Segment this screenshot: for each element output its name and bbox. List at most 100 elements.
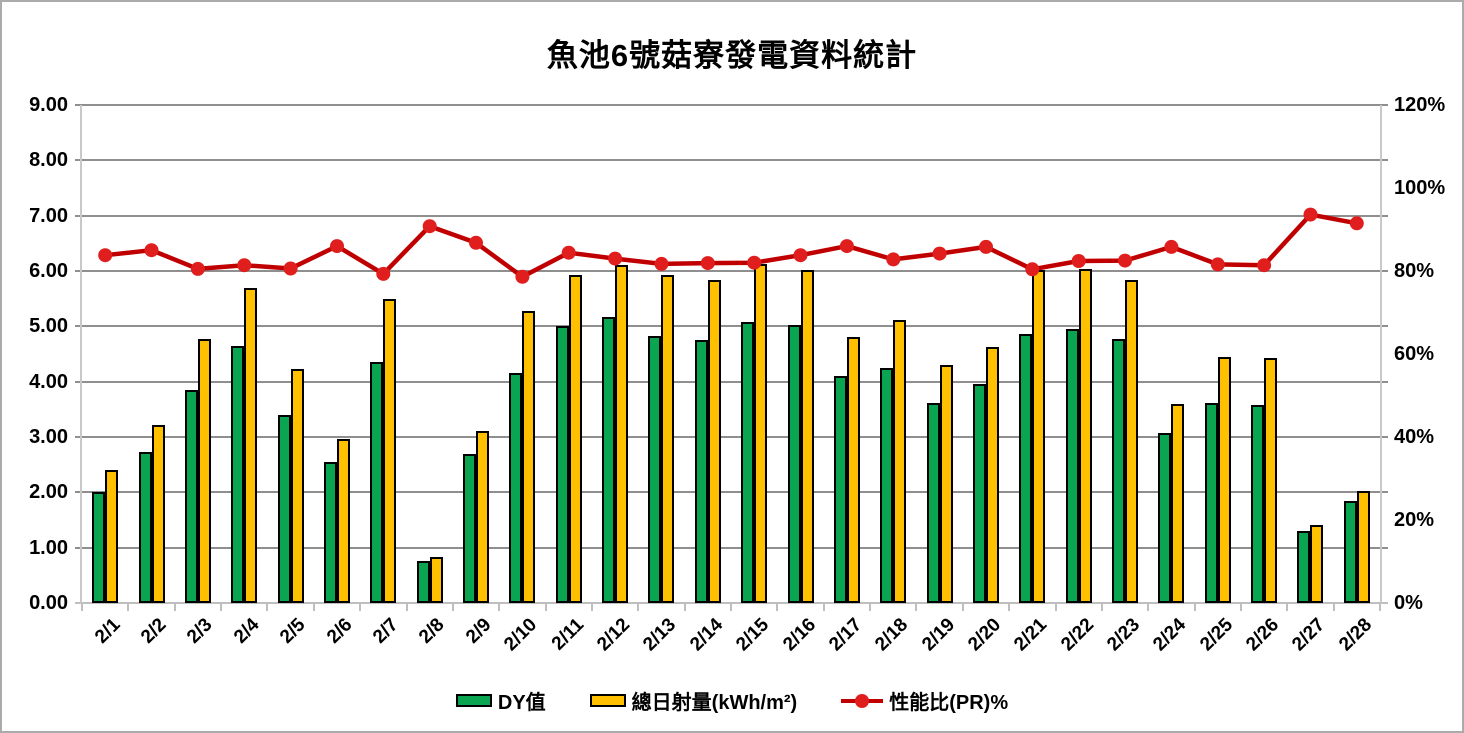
dy-bar <box>1297 531 1311 603</box>
pr-line <box>102 212 1360 280</box>
insolation-bar <box>615 265 629 603</box>
x-axis-tick <box>451 603 454 611</box>
x-axis-label: 2/7 <box>368 614 403 648</box>
right-axis-tick-label: 80% <box>1394 260 1435 282</box>
insolation-bar <box>383 299 397 603</box>
dy-bar <box>184 390 198 603</box>
pr-marker <box>886 252 901 267</box>
insolation-bar <box>846 337 860 603</box>
x-axis-tick <box>127 603 130 611</box>
right-axis-tick-label: 60% <box>1394 343 1435 365</box>
pr-marker <box>608 251 623 266</box>
right-axis-tick-label: 40% <box>1394 426 1435 448</box>
x-axis-tick <box>1239 603 1242 611</box>
pr-marker <box>1349 216 1364 231</box>
x-axis-tick <box>359 603 362 611</box>
x-axis-tick <box>544 603 547 611</box>
dy-bar <box>138 452 152 603</box>
dy-bar <box>1204 403 1218 603</box>
pr-marker <box>1303 207 1318 222</box>
pr-marker <box>979 239 993 254</box>
dy-bar <box>833 376 847 603</box>
left-axis-tick-label: 4.00 <box>29 370 68 393</box>
left-axis-tick-label: 5.00 <box>29 315 68 338</box>
gridline <box>75 491 1388 494</box>
x-axis-label: 2/23 <box>1103 614 1145 656</box>
right-axis-tick-label: 100% <box>1394 177 1446 199</box>
insolation-bar <box>1217 357 1231 603</box>
pr-marker <box>654 256 669 271</box>
insolation-bar <box>336 439 350 603</box>
insolation-bar <box>429 557 443 603</box>
pr-marker <box>1210 257 1225 272</box>
x-axis-tick <box>1008 603 1011 611</box>
gridline <box>75 214 1388 217</box>
insolation-bar <box>661 275 675 603</box>
x-axis-tick <box>961 603 964 611</box>
dy-bar <box>1019 334 1033 603</box>
pr-marker <box>144 243 159 258</box>
x-axis-label: 2/8 <box>415 614 449 648</box>
gridline <box>75 104 1388 106</box>
x-axis-label: 2/17 <box>825 614 867 656</box>
x-axis-tick <box>822 603 825 611</box>
x-axis-label: 2/20 <box>964 614 1006 656</box>
left-axis-tick-label: 7.00 <box>29 204 68 227</box>
x-axis-label: 2/15 <box>732 614 774 656</box>
pr-marker <box>793 248 808 263</box>
pr-marker <box>700 256 715 271</box>
dy-bar <box>1065 329 1079 603</box>
dy-bar <box>370 362 384 603</box>
pr-marker <box>932 246 947 261</box>
x-axis-label: 2/2 <box>137 614 171 648</box>
x-axis-label: 2/9 <box>461 614 496 648</box>
x-axis-tick <box>1379 603 1381 611</box>
insolation-bar <box>290 369 304 603</box>
dy-bar <box>880 368 894 603</box>
pr-marker <box>330 239 344 254</box>
pr-marker <box>1025 262 1040 277</box>
chart-title: 魚池6號菇寮發電資料統計 <box>546 38 918 73</box>
dy-bar <box>648 336 662 603</box>
dy-bar <box>231 346 245 603</box>
x-axis-tick <box>312 603 315 611</box>
legend: DY值 總日射量(kWh/m²) 性能比(PR)% <box>2 686 1462 715</box>
dy-bar <box>972 384 986 603</box>
pr-marker <box>237 258 252 273</box>
x-axis-tick <box>405 603 408 611</box>
x-axis-label: 2/21 <box>1010 614 1052 656</box>
pr-marker <box>190 261 205 276</box>
x-axis-label: 2/18 <box>871 614 913 656</box>
gridline <box>75 325 1388 328</box>
gridline <box>75 546 1388 549</box>
left-axis-tick-label: 1.00 <box>29 536 68 559</box>
right-axis-tick-label: 20% <box>1394 509 1435 531</box>
x-axis-tick <box>730 603 732 611</box>
insolation-bar <box>476 431 490 603</box>
x-axis-label: 2/1 <box>90 614 125 648</box>
pr-marker <box>561 245 576 260</box>
dy-bar <box>509 373 523 603</box>
pr-marker <box>1118 253 1132 268</box>
insolation-bar <box>1171 404 1185 603</box>
pr-line-sample-icon <box>841 693 884 708</box>
legend-item-insolation: 總日射量(kWh/m²) <box>589 686 797 715</box>
x-axis-tick <box>1193 603 1196 611</box>
x-axis-label: 2/6 <box>322 614 357 648</box>
x-axis-label: 2/3 <box>183 614 218 648</box>
left-axis-tick-label: 3.00 <box>29 426 68 448</box>
dy-bar <box>277 415 291 603</box>
pr-marker <box>283 261 298 276</box>
x-axis-label: 2/13 <box>639 614 681 656</box>
x-axis-label: 2/27 <box>1288 614 1330 656</box>
dy-bar <box>787 325 801 603</box>
x-axis-label: 2/24 <box>1149 614 1191 656</box>
x-axis-label: 2/4 <box>229 614 264 648</box>
x-axis-tick <box>915 603 918 611</box>
dy-bar <box>323 462 337 603</box>
insolation-bar <box>1078 269 1092 603</box>
x-axis-tick <box>266 603 269 611</box>
dy-bar <box>463 454 477 603</box>
insolation-bar <box>568 275 582 603</box>
